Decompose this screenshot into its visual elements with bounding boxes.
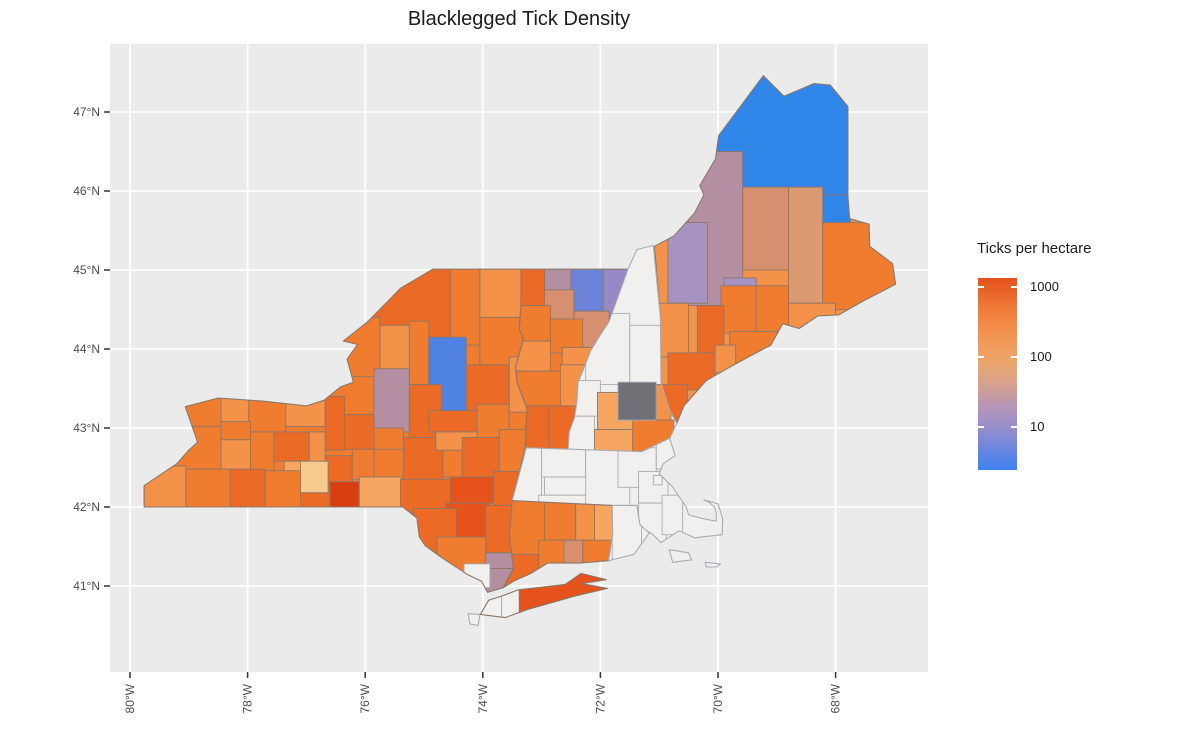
legend-label-100: 100 [1030,349,1052,364]
x-tick-label: 68°W [829,683,843,713]
state-outline-massachusetts [511,437,724,544]
county-kennebec [720,285,757,334]
county-allegany [229,468,266,510]
state-outline-new-york [143,268,528,593]
county-tolland [575,501,595,541]
chart-title: Blacklegged Tick Density [407,8,631,30]
y-tick-label: 42°N [73,500,100,514]
y-tick-label: 45°N [73,263,100,277]
county-hartford [544,501,577,541]
legend-bar-tick [978,286,984,288]
county-carroll [629,324,666,386]
county-cayuga [324,395,346,451]
county-chemung [300,492,331,510]
legend-title: Ticks per hectare [977,240,1092,257]
legend-colorbar [978,278,1017,470]
county-cattaraugus [185,468,231,510]
county-hampshire [544,476,590,496]
state-outline-rhode-island [608,504,650,562]
axes: 47°N 46°N 45°N 44°N 43°N 42°N 41°N 80°W 78°W 76°W… [73,105,842,713]
legend-bar-tick [978,426,984,428]
county-herkimer-north [408,320,430,385]
legend: Ticks per hectare 1000 100 10 [975,240,1195,470]
county-warren [465,364,510,412]
legend-bar-tick [978,356,984,358]
state-outline-nantucket [704,561,721,568]
x-tick-label: 70°W [711,683,725,713]
county-livingston [250,431,275,472]
county-genesee [220,421,251,441]
county-orleans-vt [570,269,604,312]
county-suffolk-ma [652,474,663,486]
x-tick-label: 76°W [358,683,372,713]
state-outline-long-island [479,572,609,619]
x-tick-label: 72°W [593,683,607,713]
county-fulton [428,410,478,433]
county-ontario-ny [273,431,310,462]
county-belknap [617,381,657,421]
state-outline-staten-island [467,613,481,627]
y-tick-label: 41°N [73,579,100,593]
county-broome [358,476,403,510]
x-tick-label: 80°W [123,683,137,713]
county-seneca [308,431,326,466]
county-tioga-ny [329,481,360,510]
county-schuyler [300,460,329,494]
county-clinton [479,269,525,318]
legend-label-1000: 1000 [1030,279,1059,294]
county-franklin-ma [541,444,587,478]
legend-bar-tick [1011,286,1017,288]
x-tick-label: 78°W [241,683,255,713]
state-base-staten-island [468,613,480,626]
state-outline-marthas-vineyard [668,549,693,563]
legend-bar-tick [1011,426,1017,428]
y-tick-label: 47°N [73,105,100,119]
y-tick-label: 44°N [73,342,100,356]
state-nantucket [705,562,721,567]
county-steuben [264,470,301,510]
county-wyoming [220,439,251,472]
legend-bar-tick [1011,356,1017,358]
county-oneida [373,368,410,433]
county-cortland [351,448,375,480]
county-windham-ct [594,501,613,544]
y-tick-label: 46°N [73,184,100,198]
state-staten-island [468,613,480,626]
state-outline-maine [653,75,897,424]
county-onondaga [344,414,375,450]
y-tick-label: 43°N [73,421,100,435]
county-greene [450,476,494,504]
county-piscataquis [742,186,790,271]
county-franklin-ny [450,269,481,346]
state-base-nantucket [705,562,721,567]
county-penobscot [788,186,824,304]
legend-label-10: 10 [1030,419,1045,434]
x-tick-label: 74°W [476,683,490,713]
